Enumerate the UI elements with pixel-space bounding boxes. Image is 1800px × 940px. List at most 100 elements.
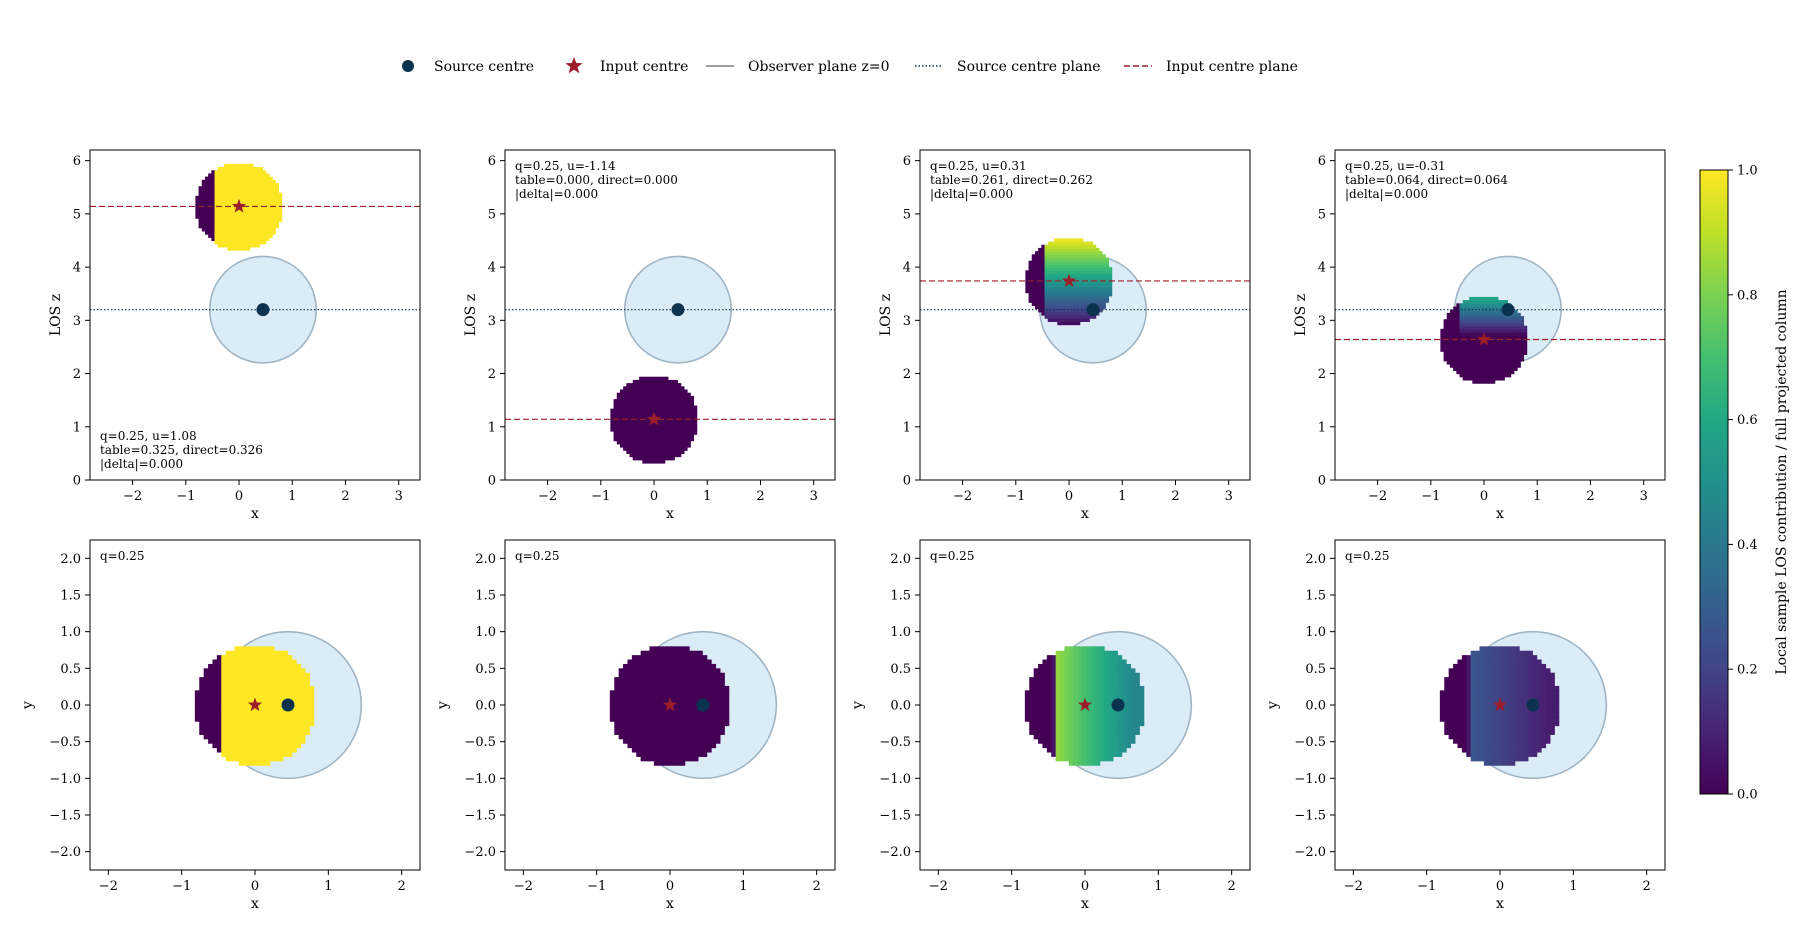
y-tick-label: 2 bbox=[488, 367, 496, 382]
panel-annotation: table=0.325, direct=0.326 bbox=[100, 443, 263, 457]
x-tick-label: 3 bbox=[810, 489, 818, 504]
x-tick-label: 1 bbox=[739, 879, 747, 894]
y-tick-label: −1.0 bbox=[1294, 772, 1326, 787]
y-tick-label: 1 bbox=[903, 420, 911, 435]
x-tick-label: 1 bbox=[1154, 879, 1162, 894]
y-tick-label: 0.0 bbox=[475, 699, 496, 714]
axes-frame bbox=[1334, 149, 1666, 481]
y-tick-label: −1.0 bbox=[879, 772, 911, 787]
source-centre-point bbox=[1526, 698, 1540, 712]
x-tick-label: 2 bbox=[1586, 489, 1594, 504]
input-sample-region bbox=[609, 646, 730, 766]
y-tick-label: 2.0 bbox=[475, 552, 496, 567]
x-tick-label: −1 bbox=[587, 879, 606, 894]
input-centre-point bbox=[1476, 331, 1492, 346]
y-tick-label: 0 bbox=[903, 474, 911, 489]
y-tick-label: 1 bbox=[1318, 420, 1326, 435]
x-axis-label: x bbox=[666, 896, 674, 912]
y-tick-label: −1.5 bbox=[879, 809, 911, 824]
source-centre-point bbox=[1086, 303, 1100, 317]
x-axis-label: x bbox=[1496, 506, 1504, 522]
legend-label: Source centre bbox=[434, 59, 534, 75]
y-axis-label: y bbox=[435, 701, 451, 710]
x-tick-label: 0 bbox=[650, 489, 658, 504]
y-tick-label: 0.0 bbox=[890, 699, 911, 714]
panel-top-3: −2 −1 0 1 2 3 0 1 2 3 4 5 6 x LOS z q=0.25, u=0.31table… bbox=[878, 149, 1251, 522]
x-tick-label: 0 bbox=[235, 489, 243, 504]
x-tick-label: −1 bbox=[176, 489, 195, 504]
legend-source-centre-marker bbox=[402, 60, 414, 72]
y-tick-label: 1.0 bbox=[475, 625, 496, 640]
y-tick-label: 6 bbox=[488, 154, 496, 169]
y-tick-label: −1.0 bbox=[464, 772, 496, 787]
plot-area bbox=[920, 238, 1250, 364]
input-sample-region bbox=[195, 163, 283, 251]
axes-frame bbox=[919, 149, 1251, 481]
y-tick-label: 2.0 bbox=[890, 552, 911, 567]
legend-label: Source centre plane bbox=[957, 59, 1101, 75]
x-tick-label: 3 bbox=[395, 489, 403, 504]
y-tick-label: −2.0 bbox=[879, 845, 911, 860]
panel-annotation: q=0.25 bbox=[515, 549, 559, 563]
input-centre-point bbox=[1077, 697, 1093, 712]
colorbar-tick-label: 0.8 bbox=[1737, 288, 1758, 303]
colorbar-tick-label: 1.0 bbox=[1737, 164, 1758, 179]
x-axis-label: x bbox=[251, 506, 259, 522]
plot-area bbox=[505, 255, 835, 464]
panel-annotation: q=0.25, u=-0.31 bbox=[1345, 159, 1446, 173]
y-tick-label: 2 bbox=[1318, 367, 1326, 382]
colorbar: 0.0 0.2 0.4 0.6 0.8 1.0 Local sample LOS contr… bbox=[1699, 164, 1790, 803]
input-sample-region bbox=[194, 646, 315, 766]
y-tick-label: −0.5 bbox=[464, 735, 496, 750]
y-tick-label: −1.5 bbox=[1294, 809, 1326, 824]
x-tick-label: 0 bbox=[1065, 489, 1073, 504]
x-tick-label: 1 bbox=[1533, 489, 1541, 504]
legend-entry: Observer plane z=0 bbox=[706, 59, 890, 75]
y-tick-label: 0.0 bbox=[1305, 699, 1326, 714]
panel-top-4: −2 −1 0 1 2 3 0 1 2 3 4 5 6 x LOS z q=0.25, u=-0.31tabl… bbox=[1293, 149, 1666, 522]
panel-annotation: q=0.25 bbox=[1345, 549, 1389, 563]
y-tick-label: −2.0 bbox=[464, 845, 496, 860]
legend-entry: Source centre bbox=[402, 59, 534, 75]
y-tick-label: 4 bbox=[903, 261, 911, 276]
y-tick-label: −2.0 bbox=[49, 845, 81, 860]
x-axis-label: x bbox=[1081, 896, 1089, 912]
y-tick-label: 6 bbox=[73, 154, 81, 169]
x-tick-label: −1 bbox=[1421, 489, 1440, 504]
input-centre-point bbox=[662, 697, 678, 712]
panel-annotation: table=0.064, direct=0.064 bbox=[1345, 173, 1508, 187]
y-axis-label: LOS z bbox=[878, 294, 894, 336]
source-centre-point bbox=[1501, 303, 1515, 317]
panel-top-1: −2 −1 0 1 2 3 0 1 2 3 4 5 6 x LOS z q=0.25, u=1.08table… bbox=[48, 149, 421, 522]
x-tick-label: −2 bbox=[1368, 489, 1387, 504]
y-tick-label: 1.0 bbox=[60, 625, 81, 640]
panel-annotation: q=0.25 bbox=[100, 549, 144, 563]
legend-label: Input centre bbox=[600, 59, 688, 75]
y-tick-label: −1.0 bbox=[49, 772, 81, 787]
x-tick-label: 1 bbox=[703, 489, 711, 504]
axes-frame bbox=[504, 149, 836, 481]
axes-frame bbox=[89, 149, 421, 481]
legend-entry: Input centre plane bbox=[1124, 59, 1298, 75]
y-tick-label: 1.5 bbox=[890, 589, 911, 604]
panel-annotation: |delta|=0.000 bbox=[100, 457, 183, 471]
x-tick-label: 0 bbox=[1081, 879, 1089, 894]
x-tick-label: 0 bbox=[1480, 489, 1488, 504]
y-axis-label: y bbox=[850, 701, 866, 710]
x-tick-label: 2 bbox=[756, 489, 764, 504]
input-sample-region bbox=[1440, 296, 1528, 384]
y-tick-label: 1 bbox=[488, 420, 496, 435]
x-axis-label: x bbox=[666, 506, 674, 522]
y-tick-label: 4 bbox=[73, 261, 81, 276]
panel-bottom-3: −2 −1 0 1 2 −2.0 −1.5 −1.0 −0.5 0.0 0.5 1.0 1.5 2.0 x y… bbox=[850, 539, 1251, 912]
y-tick-label: 0.5 bbox=[1305, 662, 1326, 677]
panel-annotation: q=0.25 bbox=[930, 549, 974, 563]
panel-annotation: |delta|=0.000 bbox=[1345, 187, 1428, 201]
x-axis-label: x bbox=[1496, 896, 1504, 912]
y-axis-label: LOS z bbox=[1293, 294, 1309, 336]
panel-bottom-1: −2 −1 0 1 2 −2.0 −1.5 −1.0 −0.5 0.0 0.5 1.0 1.5 2.0 x y… bbox=[20, 539, 421, 912]
input-centre-point bbox=[646, 411, 662, 426]
input-centre-point bbox=[1061, 273, 1077, 287]
y-tick-label: 6 bbox=[903, 154, 911, 169]
colorbar-tick-label: 0.4 bbox=[1737, 538, 1758, 553]
